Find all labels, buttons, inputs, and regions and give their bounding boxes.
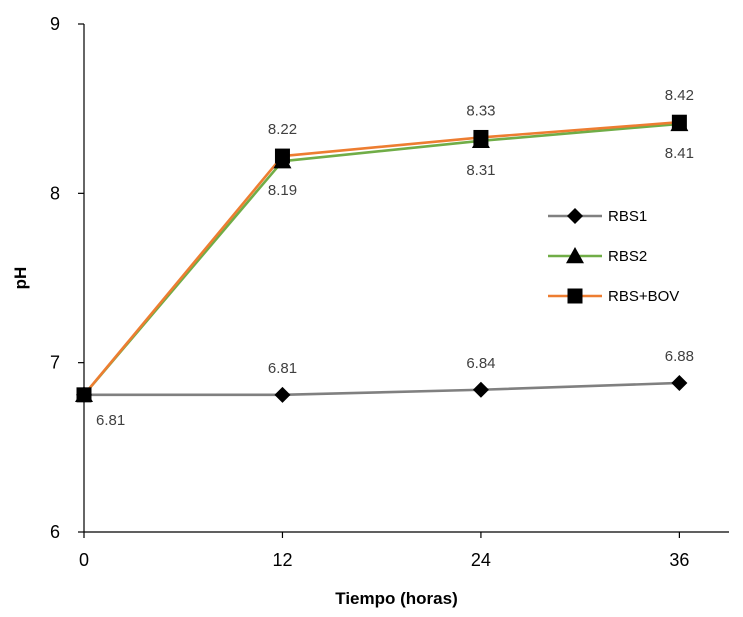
- legend-marker-rbs1: [567, 208, 583, 224]
- data-label-rbs1: 6.88: [665, 348, 694, 365]
- axes: [83, 24, 729, 533]
- data-label-rbs-bov: 8.33: [466, 102, 495, 119]
- y-tick-label: 7: [50, 353, 60, 373]
- data-point-rbs-bov: [671, 114, 687, 130]
- data-point-rbs1: [274, 386, 291, 403]
- data-point-rbs1: [472, 381, 489, 398]
- x-tick-label: 24: [471, 550, 491, 570]
- legend-label-rbs-bov: RBS+BOV: [608, 288, 679, 305]
- data-label-rbs2: 8.19: [268, 182, 297, 199]
- data-label-rbs2: 8.41: [665, 145, 694, 162]
- data-point-rbs-bov: [473, 129, 489, 145]
- data-point-rbs-bov: [76, 387, 92, 403]
- data-label-rbs1: 6.84: [466, 355, 495, 372]
- data-label-rbs1: 6.81: [96, 412, 125, 429]
- series-line-rbs-bov: [83, 120, 680, 396]
- series-line-rbs1: [84, 381, 680, 397]
- data-label-rbs-bov: 8.22: [268, 121, 297, 138]
- legend-label-rbs2: RBS2: [608, 248, 647, 265]
- y-tick-label: 8: [50, 183, 60, 203]
- data-point-rbs1: [671, 374, 688, 391]
- x-axis-title: Tiempo (horas): [335, 589, 457, 608]
- series-line-rbs2: [83, 122, 680, 396]
- data-labels: 6.81 6.81 6.84 6.88 8.19 8.31 8.41 8.22 8.33 8.42: [96, 87, 694, 429]
- x-tick-label: 36: [669, 550, 689, 570]
- data-label-rbs-bov: 8.42: [665, 87, 694, 104]
- data-label-rbs1: 6.81: [268, 360, 297, 377]
- legend-marker-rbs-bov: [567, 288, 583, 304]
- legend-label-rbs1: RBS1: [608, 208, 647, 225]
- legend: RBS1 RBS2 RBS+BOV: [548, 208, 679, 305]
- y-tick-label: 6: [50, 522, 60, 542]
- x-tick-label: 0: [79, 550, 89, 570]
- y-axis-title: pH: [11, 267, 30, 290]
- legend-marker-rbs2: [566, 247, 584, 264]
- x-tick-label: 12: [272, 550, 292, 570]
- data-label-rbs2: 8.31: [466, 162, 495, 179]
- ticks: 6 7 8 9 0 12 24 36: [50, 14, 689, 570]
- y-tick-label: 9: [50, 14, 60, 34]
- data-point-rbs-bov: [274, 148, 290, 164]
- series: [75, 114, 689, 403]
